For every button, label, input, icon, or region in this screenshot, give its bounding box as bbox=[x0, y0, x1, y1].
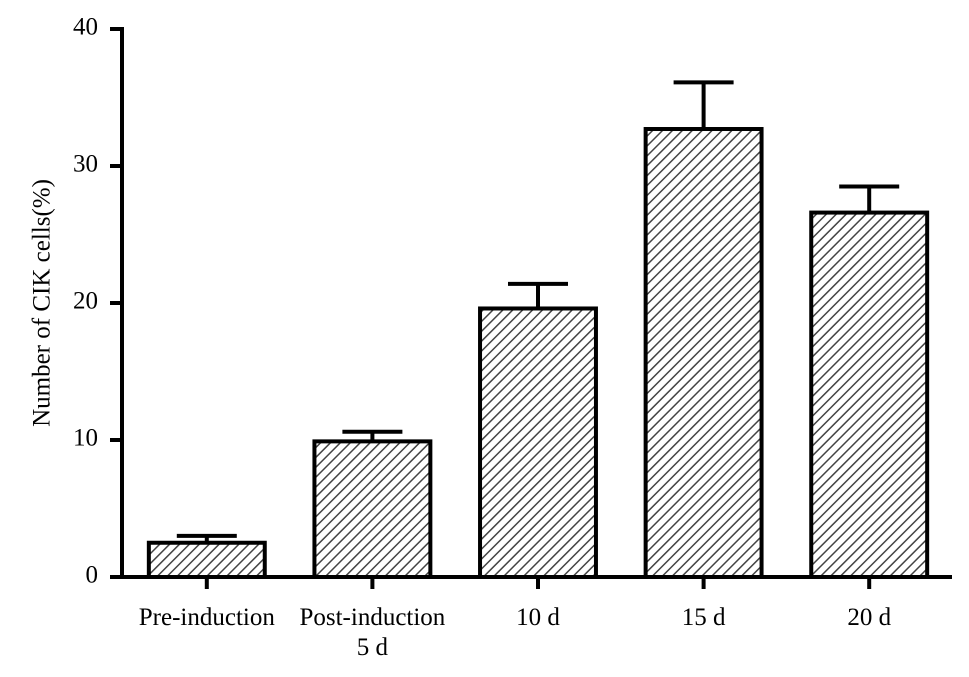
bar bbox=[643, 127, 764, 579]
bar bbox=[312, 439, 433, 579]
bar bbox=[478, 306, 598, 579]
bar bbox=[146, 540, 267, 579]
y-tick-label: 20 bbox=[73, 288, 98, 315]
x-tick-label: 10 d bbox=[516, 604, 560, 631]
y-axis-label: Number of CIK cells(%) bbox=[29, 179, 56, 427]
x-tick-label: Pre-induction bbox=[139, 604, 276, 631]
x-tick-label: 20 d bbox=[847, 604, 891, 631]
y-tick-label: 0 bbox=[86, 562, 99, 589]
y-tick-label: 30 bbox=[73, 151, 98, 178]
x-tick-label: 15 d bbox=[682, 604, 726, 631]
bar bbox=[809, 210, 930, 580]
y-tick-label: 40 bbox=[73, 14, 98, 41]
x-tick-label: Post-induction 5 d bbox=[299, 604, 445, 661]
y-tick-label: 10 bbox=[73, 425, 98, 452]
